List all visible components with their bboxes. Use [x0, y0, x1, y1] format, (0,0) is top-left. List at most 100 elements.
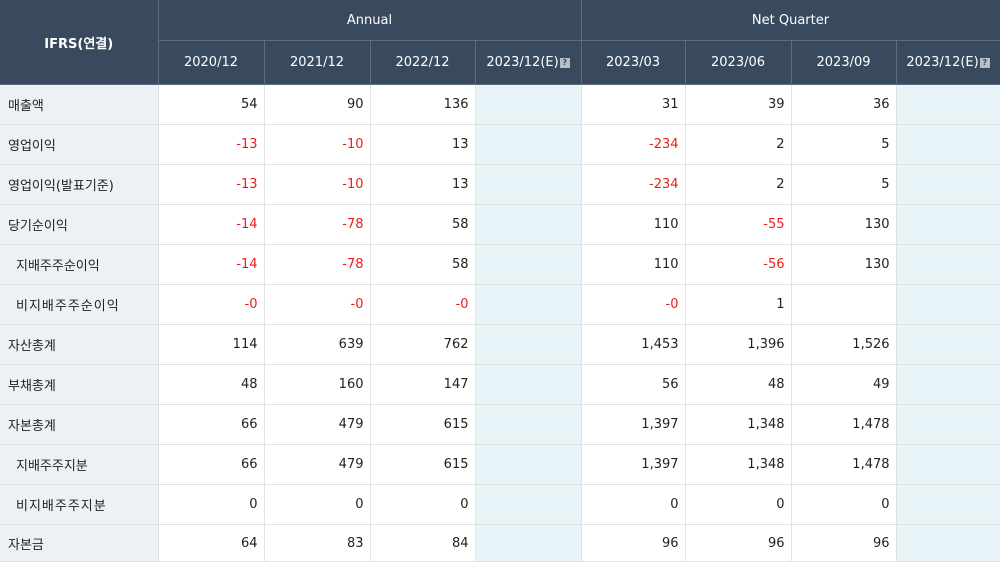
help-icon[interactable]: ?	[559, 58, 570, 68]
value-cell: -56	[685, 244, 792, 285]
value-cell: 1,397	[581, 444, 686, 485]
value-cell: 130	[791, 244, 897, 285]
value-cell: -78	[264, 244, 371, 285]
table-row: 부채총계 48 160 147 56 48 49	[0, 364, 1000, 405]
help-icon[interactable]: ?	[979, 58, 990, 68]
table-row: 자산총계 114 639 762 1,453 1,396 1,526	[0, 324, 1000, 365]
value-cell: 762	[370, 324, 476, 365]
value-cell: 13	[370, 124, 476, 165]
value-cell	[475, 484, 582, 525]
value-cell: 1,396	[685, 324, 792, 365]
value-cell: -78	[264, 204, 371, 245]
row-label: 자본금	[0, 524, 159, 562]
value-cell: -234	[581, 124, 686, 165]
value-cell: -55	[685, 204, 792, 245]
value-cell: 130	[791, 204, 897, 245]
period-header: 2021/12	[264, 40, 371, 85]
value-cell: 48	[685, 364, 792, 405]
table-row: 영업이익 -13 -10 13 -234 2 5	[0, 124, 1000, 165]
table-row: 매출액 54 90 136 31 39 36	[0, 84, 1000, 125]
value-cell: 615	[370, 404, 476, 445]
value-cell: 83	[264, 524, 371, 562]
value-cell: 48	[158, 364, 265, 405]
row-label: 당기순이익	[0, 204, 159, 245]
table-row: 비지배주주순이익 -0 -0 -0 -0 1	[0, 284, 1000, 325]
table-row: 지배주주지분 66 479 615 1,397 1,348 1,478	[0, 444, 1000, 485]
value-cell: 0	[791, 484, 897, 525]
value-cell	[475, 444, 582, 485]
table-row: 자본총계 66 479 615 1,397 1,348 1,478	[0, 404, 1000, 445]
value-cell: 1,478	[791, 444, 897, 485]
table-body: 매출액 54 90 136 31 39 36 영업이익 -13 -10 13 -234 2 5 영업이익(발…	[0, 84, 1000, 562]
period-header: 2023/09	[791, 40, 897, 85]
value-cell: 0	[685, 484, 792, 525]
value-cell: 5	[791, 124, 897, 165]
value-cell	[475, 84, 582, 125]
row-label: 매출액	[0, 84, 159, 125]
value-cell: 1,526	[791, 324, 897, 365]
value-cell	[896, 84, 1000, 125]
value-cell	[475, 284, 582, 325]
value-cell: -13	[158, 124, 265, 165]
row-label: 영업이익	[0, 124, 159, 165]
value-cell: 1,397	[581, 404, 686, 445]
value-cell: 64	[158, 524, 265, 562]
period-label: 2023/12(E)	[486, 55, 559, 70]
row-label: 부채총계	[0, 364, 159, 405]
value-cell: -14	[158, 204, 265, 245]
value-cell: 54	[158, 84, 265, 125]
value-cell: -14	[158, 244, 265, 285]
value-cell: 0	[581, 484, 686, 525]
value-cell: 1	[685, 284, 792, 325]
value-cell	[896, 484, 1000, 525]
value-cell: 56	[581, 364, 686, 405]
row-label: 자본총계	[0, 404, 159, 445]
value-cell: 110	[581, 204, 686, 245]
value-cell	[475, 324, 582, 365]
value-cell: 110	[581, 244, 686, 285]
period-header: 2022/12	[370, 40, 476, 85]
value-cell: 615	[370, 444, 476, 485]
value-cell: 39	[685, 84, 792, 125]
value-cell: -234	[581, 164, 686, 205]
value-cell	[475, 204, 582, 245]
value-cell: 2	[685, 164, 792, 205]
value-cell: 96	[685, 524, 792, 562]
value-cell: -0	[158, 284, 265, 325]
value-cell: 84	[370, 524, 476, 562]
value-cell: 479	[264, 444, 371, 485]
value-cell: 36	[791, 84, 897, 125]
table-row: 영업이익(발표기준) -13 -10 13 -234 2 5	[0, 164, 1000, 205]
value-cell	[896, 404, 1000, 445]
value-cell	[896, 164, 1000, 205]
value-cell: 58	[370, 244, 476, 285]
value-cell: 66	[158, 444, 265, 485]
annual-group-header: Annual	[158, 0, 582, 41]
value-cell: 96	[791, 524, 897, 562]
value-cell	[896, 244, 1000, 285]
value-cell: -0	[581, 284, 686, 325]
estimate-period-header: 2023/12(E)?	[896, 40, 1000, 85]
row-label: 비지배주주지분	[0, 484, 159, 525]
table-row: 비지배주주지분 0 0 0 0 0 0	[0, 484, 1000, 525]
value-cell: 639	[264, 324, 371, 365]
row-label: 영업이익(발표기준)	[0, 164, 159, 205]
value-cell	[896, 284, 1000, 325]
period-label: 2023/12(E)	[906, 55, 979, 70]
value-cell: 66	[158, 404, 265, 445]
value-cell: 160	[264, 364, 371, 405]
value-cell	[475, 164, 582, 205]
value-cell: -0	[264, 284, 371, 325]
period-header: 2023/03	[581, 40, 686, 85]
row-label: 지배주주지분	[0, 444, 159, 485]
value-cell: 58	[370, 204, 476, 245]
period-header: 2020/12	[158, 40, 265, 85]
value-cell: 1,478	[791, 404, 897, 445]
value-cell	[475, 364, 582, 405]
value-cell: 5	[791, 164, 897, 205]
value-cell: 0	[370, 484, 476, 525]
net-quarter-group-header: Net Quarter	[581, 0, 1000, 41]
value-cell	[475, 524, 582, 562]
value-cell: 2	[685, 124, 792, 165]
